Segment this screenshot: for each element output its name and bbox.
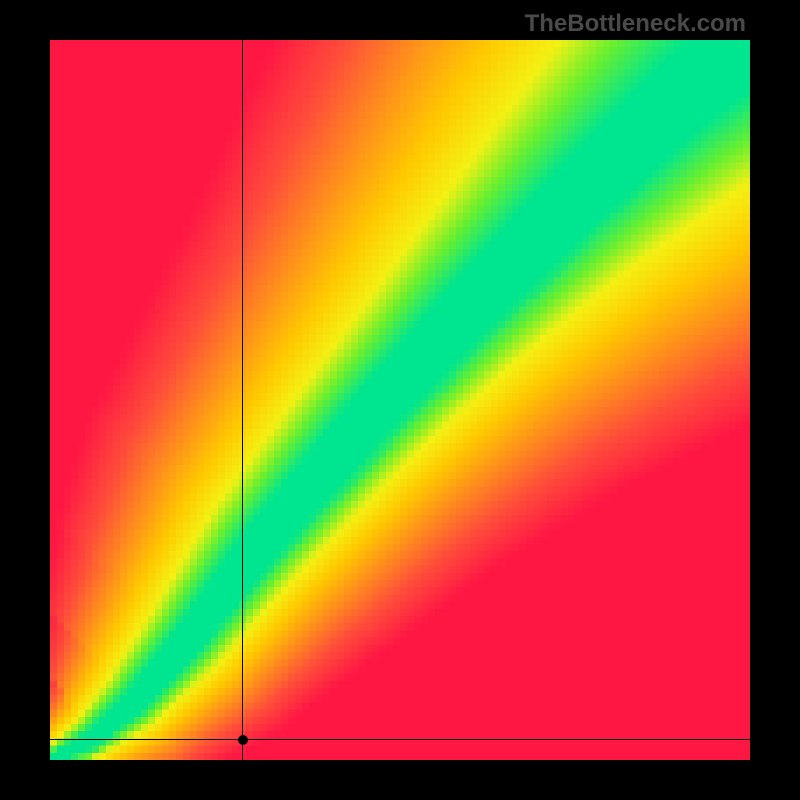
crosshair-vertical: [242, 40, 243, 760]
watermark-text: TheBottleneck.com: [525, 10, 746, 38]
crosshair-dot: [238, 735, 248, 745]
crosshair-horizontal: [50, 739, 750, 740]
heatmap-canvas: [50, 40, 750, 760]
